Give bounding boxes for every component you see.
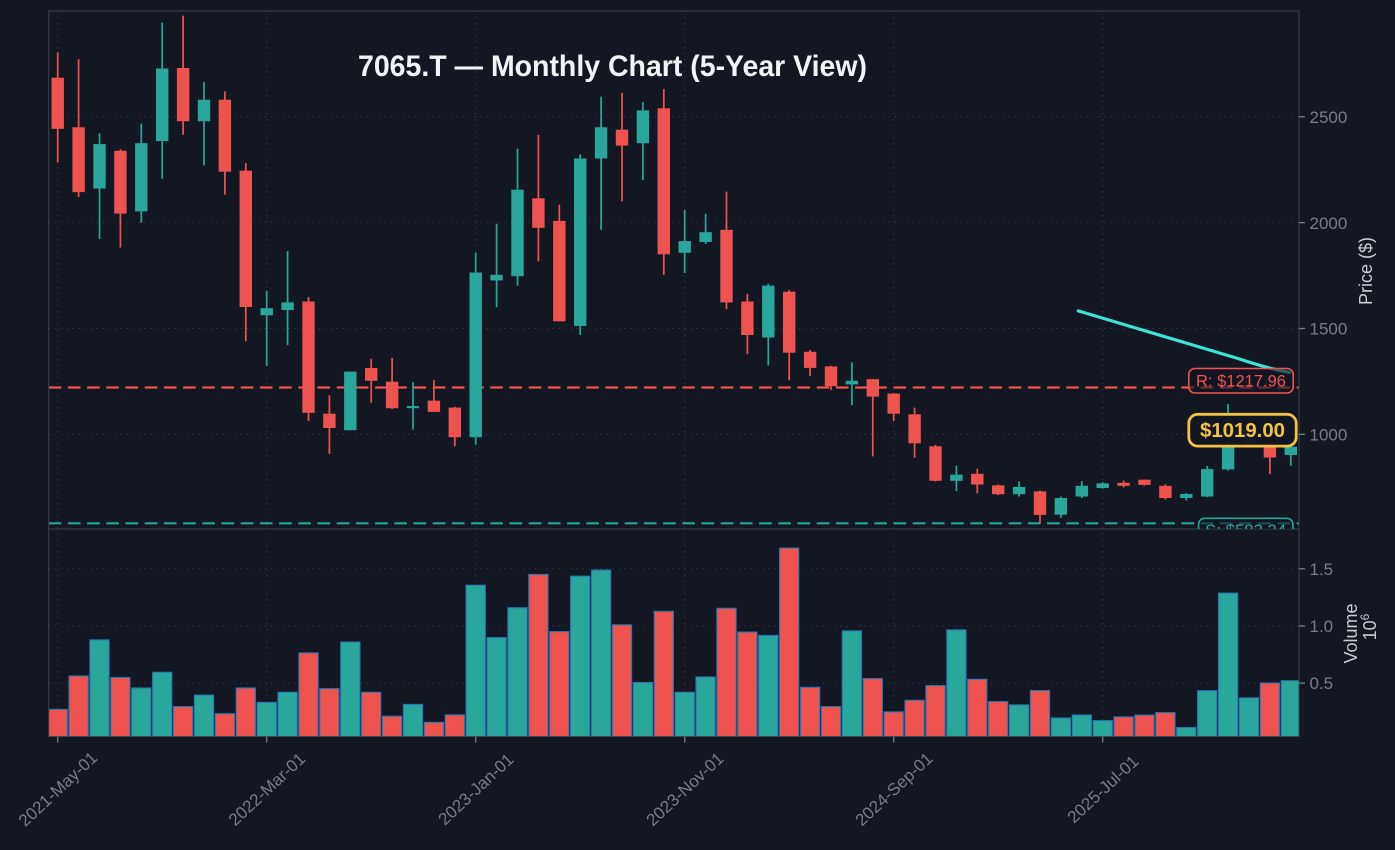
svg-text:2500: 2500	[1310, 108, 1348, 127]
svg-text:$1019.00: $1019.00	[1200, 420, 1285, 442]
svg-text:1.5: 1.5	[1310, 560, 1334, 579]
svg-text:R: $1217.96: R: $1217.96	[1196, 372, 1286, 390]
svg-text:7065.T — Monthly Chart (5-Year: 7065.T — Monthly Chart (5-Year View)	[358, 50, 867, 83]
svg-text:0.5: 0.5	[1310, 674, 1334, 693]
svg-text:S: $583.34: S: $583.34	[1205, 522, 1286, 540]
svg-text:1.0: 1.0	[1310, 617, 1334, 636]
svg-text:2000: 2000	[1310, 214, 1348, 233]
svg-text:Volume: Volume	[1341, 603, 1361, 663]
svg-text:1500: 1500	[1310, 320, 1348, 339]
svg-text:1000: 1000	[1310, 426, 1348, 445]
svg-text:Price ($): Price ($)	[1356, 237, 1376, 305]
